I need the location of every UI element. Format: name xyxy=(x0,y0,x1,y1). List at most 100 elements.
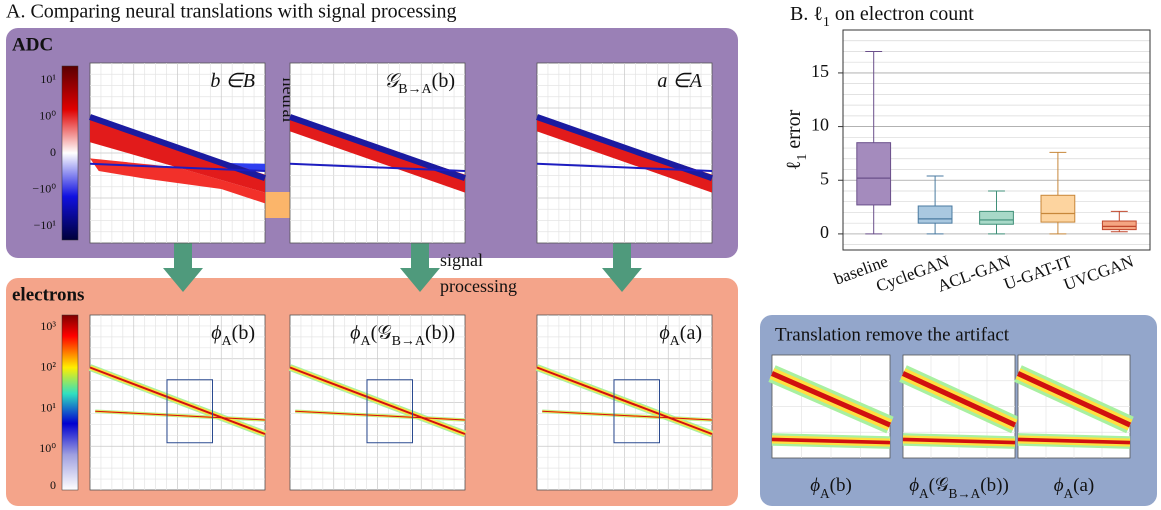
image-caption: ϕA(b) xyxy=(810,475,852,500)
colorbar-tick: 10³ xyxy=(40,319,56,333)
image-label: b ∈B xyxy=(210,70,255,92)
chart-title-part: B. ℓ xyxy=(790,3,823,25)
image-caption-part: A xyxy=(919,486,929,501)
track xyxy=(771,437,891,445)
zoom-box xyxy=(613,379,660,444)
track xyxy=(1016,371,1132,428)
image-label-part: B→A xyxy=(392,334,426,349)
adc-line xyxy=(536,162,713,172)
box xyxy=(856,142,892,206)
electron-colorbar xyxy=(61,314,79,491)
y-axis-label-part: 1 xyxy=(795,154,810,161)
image-caption: ϕA(𝒢B→A(b)) xyxy=(909,475,1009,500)
adc-blob xyxy=(90,158,265,204)
y-axis-label: ℓ1 error xyxy=(783,109,810,170)
adc-band xyxy=(290,117,465,193)
panel-c-title: Translation remove the artifact xyxy=(775,324,1010,345)
image-label-part: (𝒢 xyxy=(371,322,392,344)
track xyxy=(902,437,1016,445)
adc-line xyxy=(289,162,466,172)
adc-label: ADC xyxy=(12,34,53,55)
image-caption: ϕA(a) xyxy=(1054,475,1095,500)
image-caption-part: A xyxy=(1064,486,1074,501)
chart-title-part: on electron count xyxy=(830,3,974,25)
adc-band xyxy=(90,117,265,193)
chart-title-part: 1 xyxy=(823,15,830,30)
image-label-part: ϕ xyxy=(659,322,669,344)
y-axis-label-part: error xyxy=(783,109,805,153)
y-tick-label: 10 xyxy=(811,115,829,135)
box xyxy=(917,205,953,224)
processing-arrow xyxy=(602,240,642,292)
track xyxy=(536,366,713,435)
track xyxy=(295,410,466,421)
processing-arrow xyxy=(400,240,440,292)
image-caption-part: (b)) xyxy=(980,475,1008,496)
image-caption-part: ϕ xyxy=(810,475,820,496)
adc-edge xyxy=(89,114,266,182)
image-label-part: (a) xyxy=(680,322,702,344)
zoom-box xyxy=(166,379,213,444)
image-caption-part: B→A xyxy=(949,486,981,501)
zoom-box xyxy=(366,379,413,444)
processing-label: processing xyxy=(440,276,517,296)
image-label-part: A xyxy=(361,334,372,349)
panel-a-title: A. Comparing neural translations with si… xyxy=(6,1,456,23)
x-tick-label: U-GAT-IT xyxy=(1001,251,1075,293)
electrons-label: electrons xyxy=(12,284,84,305)
box xyxy=(1040,194,1076,223)
adc-edge xyxy=(289,114,466,182)
track xyxy=(542,410,713,421)
adc-edge xyxy=(536,114,713,182)
image-caption-part: ϕ xyxy=(1054,475,1064,496)
colorbar-tick: −10⁰ xyxy=(32,181,56,195)
colorbar-tick: −10¹ xyxy=(34,218,57,232)
colorbar-tick: 10¹ xyxy=(40,72,56,86)
image-caption-part: (b) xyxy=(830,475,852,496)
colorbar-tick: 0 xyxy=(50,145,56,159)
colorbar-tick: 10⁰ xyxy=(39,441,56,455)
colorbar-tick: 10⁰ xyxy=(39,108,56,122)
image-caption-part: ϕ xyxy=(909,475,919,496)
processing-arrow xyxy=(163,240,203,292)
image-label-part: B→A xyxy=(398,82,432,97)
y-tick-label: 5 xyxy=(820,168,829,188)
image-label-part: ϕ xyxy=(211,322,221,344)
image-label-part: b ∈B xyxy=(210,70,255,92)
colorbar-tick: 10¹ xyxy=(40,400,56,414)
track xyxy=(1017,437,1131,445)
track xyxy=(89,366,266,435)
image-label: ϕA(𝒢B→A(b)) xyxy=(350,322,455,349)
adc-band xyxy=(537,117,712,193)
image-caption-part: A xyxy=(820,486,830,501)
image-label-part: a ∈A xyxy=(657,70,702,92)
colorbar-tick: 0 xyxy=(50,478,56,492)
track xyxy=(95,410,266,421)
image-label-part: (b) xyxy=(232,322,255,344)
y-axis-label-part: ℓ xyxy=(783,161,805,171)
image-label-part: A xyxy=(222,334,233,349)
colorbar-tick: 10² xyxy=(40,360,56,374)
box xyxy=(979,210,1014,225)
adc-colorbar xyxy=(61,65,79,241)
image-label-part: (b)) xyxy=(425,322,455,344)
image-label-part: A xyxy=(670,334,681,349)
box xyxy=(1101,220,1137,231)
plot-frame xyxy=(842,29,1151,251)
y-tick-label: 15 xyxy=(811,61,829,81)
image-label-part: 𝒢 xyxy=(384,70,402,92)
processing-label: signal xyxy=(440,250,483,270)
image-caption-part: (a) xyxy=(1073,475,1094,496)
image-label: a ∈A xyxy=(657,70,702,92)
track xyxy=(901,371,1017,428)
y-tick-label: 0 xyxy=(820,222,829,242)
image-label: ϕA(b) xyxy=(211,322,255,349)
track xyxy=(289,366,466,435)
track xyxy=(770,371,892,428)
chart-title: B. ℓ1 on electron count xyxy=(790,3,974,30)
image-label: ϕA(a) xyxy=(659,322,702,349)
x-tick-label: UVCGAN xyxy=(1061,252,1136,295)
image-label: 𝒢B→A(b) xyxy=(384,70,455,97)
image-caption-part: (𝒢 xyxy=(929,475,949,496)
